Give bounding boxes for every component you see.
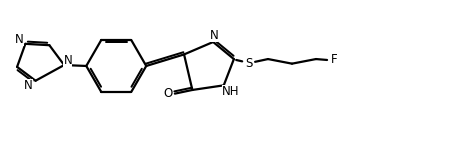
- Text: NH: NH: [222, 85, 239, 98]
- Text: O: O: [163, 87, 173, 100]
- Text: N: N: [63, 54, 72, 67]
- Text: F: F: [330, 53, 337, 66]
- Text: N: N: [15, 33, 24, 46]
- Text: N: N: [209, 29, 218, 42]
- Text: S: S: [245, 57, 252, 70]
- Text: N: N: [24, 79, 32, 92]
